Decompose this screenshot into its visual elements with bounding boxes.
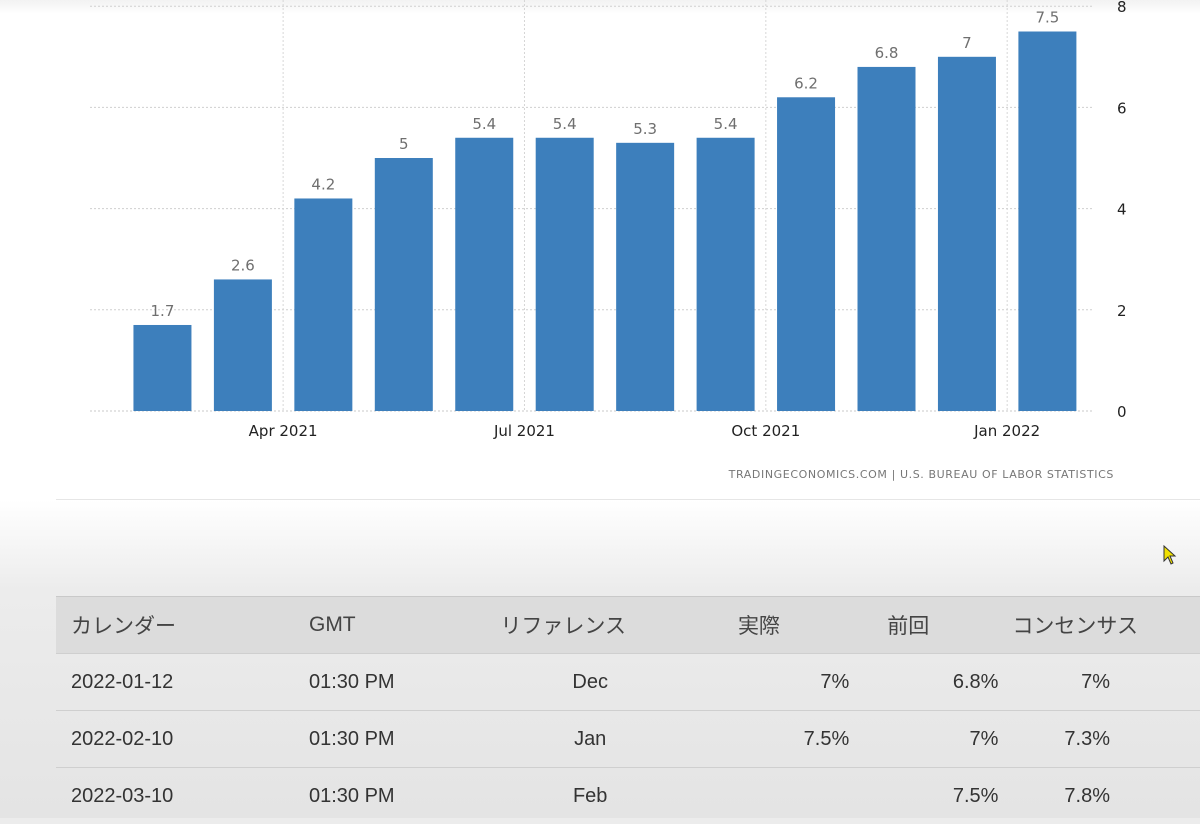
- bar-value-label: 7.5: [1035, 9, 1059, 27]
- row-previous: 7%: [855, 711, 1004, 768]
- x-tick-label: Jan 2022: [973, 422, 1040, 440]
- chart-panel: 1.7 2.6 4.2 5 5.4 5.4 5.3 5.4 6.2 6.8 7 7.5 Apr 2021…: [0, 0, 1200, 500]
- bar-value-label: 6.2: [794, 74, 818, 92]
- bar[interactable]: [455, 138, 513, 411]
- bar-value-label: 5.4: [553, 115, 577, 133]
- bar[interactable]: [1018, 32, 1076, 412]
- row-date: 2022-01-12: [56, 654, 309, 711]
- bar-value-label: 4.2: [311, 175, 335, 193]
- row-actual: 7%: [686, 654, 855, 711]
- y-tick-label: 4: [1117, 201, 1127, 219]
- row-gmt: 01:30 PM: [309, 711, 494, 768]
- row-date: 2022-03-10: [56, 768, 309, 824]
- bar[interactable]: [938, 57, 996, 411]
- bar-value-label: 1.7: [151, 302, 175, 320]
- table-header-row: カレンダー GMT リファレンス 実際 前回 コンセンサス: [56, 597, 1200, 654]
- bar-value-label: 6.8: [875, 44, 899, 62]
- bar[interactable]: [133, 325, 191, 411]
- x-tick-label: Apr 2021: [249, 422, 318, 440]
- row-consensus: 7%: [1004, 654, 1200, 711]
- bar-value-label: 2.6: [231, 256, 255, 274]
- row-reference: Dec: [494, 654, 686, 711]
- mouse-pointer-icon: [1163, 545, 1177, 565]
- bar-value-label: 5.4: [714, 115, 738, 133]
- x-tick-label: Jul 2021: [493, 422, 555, 440]
- row-consensus: 7.8%: [1004, 768, 1200, 824]
- row-consensus: 7.3%: [1004, 711, 1200, 768]
- table-row: 2022-02-10 01:30 PM Jan 7.5% 7% 7.3%: [56, 711, 1200, 768]
- row-previous: 7.5%: [855, 768, 1004, 824]
- header-previous[interactable]: 前回: [855, 597, 1004, 654]
- table-row: 2022-03-10 01:30 PM Feb 7.5% 7.8%: [56, 768, 1200, 824]
- bar[interactable]: [214, 279, 272, 411]
- row-gmt: 01:30 PM: [309, 768, 494, 824]
- bar-value-label: 5.3: [633, 120, 657, 138]
- x-tick-label: Oct 2021: [731, 422, 800, 440]
- row-actual: [686, 768, 855, 824]
- bar-chart: 1.7 2.6 4.2 5 5.4 5.4 5.3 5.4 6.2 6.8 7 7.5 Apr 2021…: [0, 0, 1200, 500]
- chart-source[interactable]: TRADINGECONOMICS.COM | U.S. BUREAU OF LA…: [620, 468, 1114, 481]
- calendar-table: カレンダー GMT リファレンス 実際 前回 コンセンサス 2022-01-12…: [56, 596, 1200, 824]
- y-tick-label: 0: [1117, 403, 1127, 421]
- y-tick-label: 2: [1117, 302, 1127, 320]
- bar[interactable]: [697, 138, 755, 411]
- row-gmt: 01:30 PM: [309, 654, 494, 711]
- bar[interactable]: [777, 97, 835, 411]
- row-date: 2022-02-10: [56, 711, 309, 768]
- bar[interactable]: [616, 143, 674, 411]
- bar[interactable]: [858, 67, 916, 411]
- y-tick-label: 6: [1117, 99, 1127, 117]
- y-tick-label: 8: [1117, 0, 1127, 16]
- bar-value-label: 7: [962, 34, 972, 52]
- bar[interactable]: [375, 158, 433, 411]
- header-gmt[interactable]: GMT: [309, 597, 494, 654]
- bar[interactable]: [536, 138, 594, 411]
- bar-value-label: 5.4: [472, 115, 496, 133]
- header-reference[interactable]: リファレンス: [494, 597, 686, 654]
- bar[interactable]: [294, 198, 352, 411]
- row-reference: Feb: [494, 768, 686, 824]
- row-actual: 7.5%: [686, 711, 855, 768]
- bar-value-label: 5: [399, 135, 409, 153]
- bar[interactable]: [53, 340, 111, 411]
- header-consensus[interactable]: コンセンサス: [1004, 597, 1200, 654]
- row-reference: Jan: [494, 711, 686, 768]
- table-row: 2022-01-12 01:30 PM Dec 7% 6.8% 7%: [56, 654, 1200, 711]
- row-previous: 6.8%: [855, 654, 1004, 711]
- header-calendar[interactable]: カレンダー: [56, 597, 309, 654]
- header-actual[interactable]: 実際: [686, 597, 855, 654]
